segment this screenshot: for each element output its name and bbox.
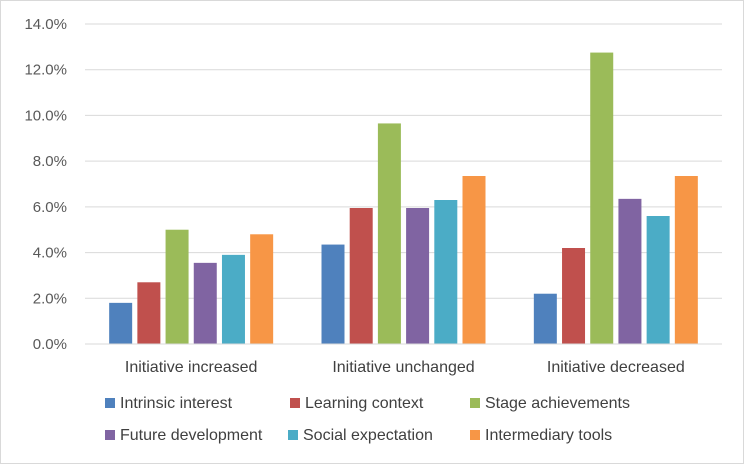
bar-learning-context-0 [137, 282, 161, 344]
y-tick-label: 8.0% [33, 153, 67, 170]
legend-swatch [105, 430, 115, 440]
bar-stage-achievements-1 [377, 123, 401, 344]
bar-intrinsic-interest-0 [109, 302, 133, 344]
bar-social-expectation-0 [221, 254, 245, 344]
y-tick-label: 14.0% [24, 16, 67, 33]
bar-intermediary-tools-0 [250, 234, 274, 344]
y-tick-label: 6.0% [33, 199, 67, 216]
bar-learning-context-2 [562, 248, 586, 344]
legend-label: Stage achievements [485, 395, 630, 412]
y-tick-label: 0.0% [33, 336, 67, 353]
y-tick-label: 4.0% [33, 245, 67, 262]
x-category-label: Initiative increased [125, 359, 258, 376]
legend-label: Intermediary tools [485, 427, 612, 444]
y-tick-label: 12.0% [24, 62, 67, 79]
bar-stage-achievements-0 [165, 229, 189, 344]
bar-future-development-2 [618, 198, 642, 344]
x-category-label: Initiative decreased [547, 359, 685, 376]
legend-label: Social expectation [303, 427, 433, 444]
bar-stage-achievements-2 [590, 52, 614, 344]
legend-swatch [470, 430, 480, 440]
legend-label: Learning context [305, 395, 424, 412]
bar-social-expectation-1 [434, 200, 458, 344]
bar-intrinsic-interest-1 [321, 244, 345, 344]
legend-swatch [290, 398, 300, 408]
gridlines [85, 23, 722, 299]
bar-intermediary-tools-2 [674, 176, 698, 344]
y-tick-label: 2.0% [33, 290, 67, 307]
x-category-label: Initiative unchanged [332, 359, 474, 376]
legend-label: Intrinsic interest [120, 395, 233, 412]
bar-learning-context-1 [349, 208, 373, 344]
bar-intermediary-tools-1 [462, 176, 486, 344]
legend-swatch [470, 398, 480, 408]
bar-future-development-0 [193, 262, 217, 344]
bars [109, 52, 698, 344]
y-tick-label: 10.0% [24, 107, 67, 124]
x-axis: Initiative increased Initiative unchanged… [85, 343, 722, 376]
legend-label: Future development [120, 427, 263, 444]
bar-intrinsic-interest-2 [533, 293, 557, 344]
legend-swatch [105, 398, 115, 408]
bar-future-development-1 [406, 208, 430, 344]
y-axis-tick-labels: 0.0% 2.0% 4.0% 6.0% 8.0% 10.0% 12.0% 14.0% [24, 16, 67, 353]
legend-swatch [288, 430, 298, 440]
bar-social-expectation-2 [646, 216, 670, 344]
legend: Intrinsic interest Learning context Stage … [105, 395, 630, 444]
